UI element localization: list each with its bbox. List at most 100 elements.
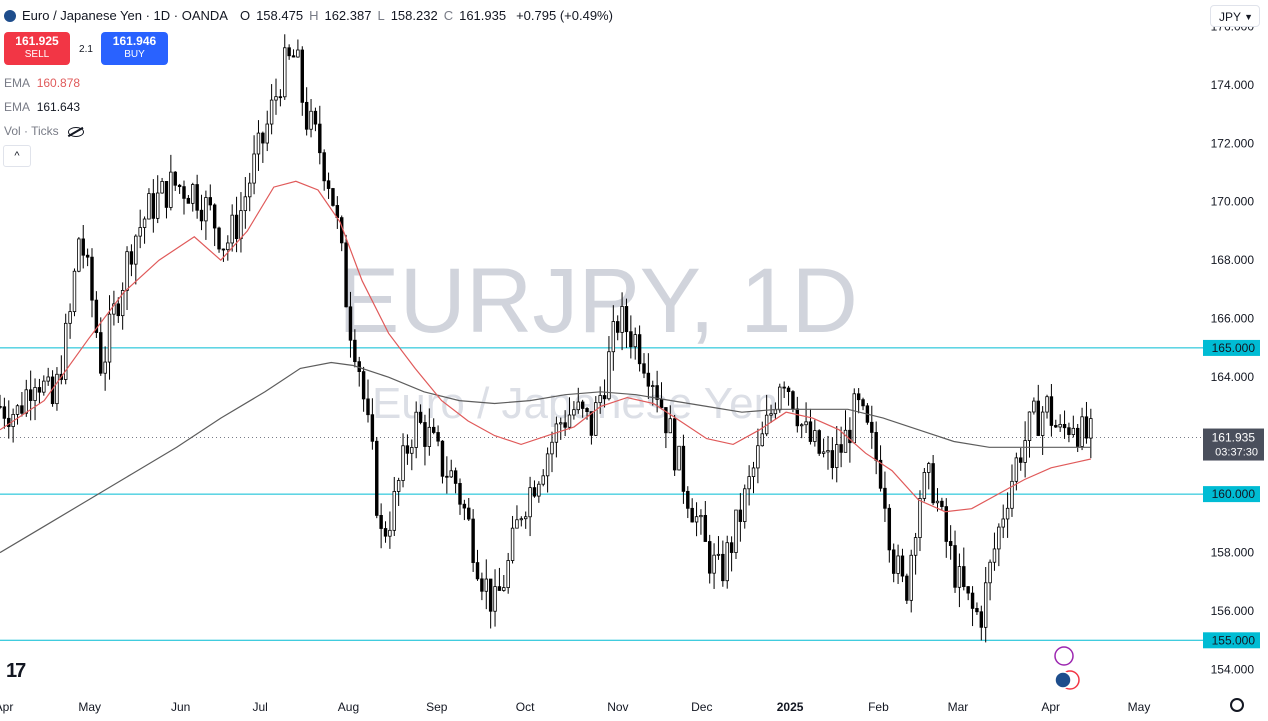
candle-body xyxy=(940,500,944,507)
candle-body xyxy=(944,506,948,542)
candle-body xyxy=(905,575,909,601)
candle-body xyxy=(835,444,839,468)
volume-legend[interactable]: Vol · Ticks xyxy=(4,124,85,138)
x-tick-label: Jul xyxy=(252,700,267,714)
y-tick-label: 158.000 xyxy=(1211,546,1255,560)
candle-body xyxy=(462,503,467,509)
candle-body xyxy=(791,391,795,410)
candle-body xyxy=(392,491,396,531)
candle-body xyxy=(795,408,800,427)
x-tick-label: Apr xyxy=(1041,700,1060,714)
y-tick-label: 174.000 xyxy=(1211,78,1255,92)
candle-body xyxy=(589,411,594,436)
flag-eu-icon[interactable] xyxy=(1054,671,1072,689)
candle-body xyxy=(690,507,694,523)
candle-body xyxy=(77,238,81,272)
symbol-title[interactable]: Euro / Japanese Yen · 1D · OANDA xyxy=(22,8,228,23)
flash-event-icon[interactable] xyxy=(1054,646,1074,666)
candle-body xyxy=(848,429,852,444)
candle-body xyxy=(769,413,773,416)
gear-icon[interactable] xyxy=(1230,698,1244,712)
candle-body xyxy=(449,470,453,478)
candle-body xyxy=(418,411,423,423)
collapse-legend-button[interactable]: ^ xyxy=(3,145,31,167)
candle-body xyxy=(891,549,896,574)
tradingview-logo[interactable]: 17 xyxy=(6,660,26,682)
sell-button[interactable]: 161.925 SELL xyxy=(4,32,70,65)
candle-body xyxy=(265,123,269,144)
ema-slow-legend[interactable]: EMA 161.643 xyxy=(4,100,80,114)
candle-body xyxy=(532,487,537,497)
candle-body xyxy=(46,376,50,382)
candle-body xyxy=(861,399,865,407)
candle-body xyxy=(813,430,817,442)
candle-body xyxy=(81,238,85,256)
candle-body xyxy=(1045,396,1049,413)
candle-body xyxy=(379,515,383,529)
globe-icon xyxy=(4,9,16,22)
volume-label: Vol · Ticks xyxy=(4,124,59,138)
candle-body xyxy=(164,181,169,208)
close-label: C xyxy=(443,8,454,23)
candle-body xyxy=(918,498,922,538)
x-tick-label: May xyxy=(1128,700,1151,714)
candle-body xyxy=(900,555,905,577)
x-tick-label: Feb xyxy=(868,700,889,714)
candle-body xyxy=(212,204,217,229)
candle-body xyxy=(405,445,410,454)
chevron-up-icon: ^ xyxy=(14,150,20,162)
candle-body xyxy=(817,430,821,454)
hidden-eye-icon[interactable] xyxy=(68,126,85,137)
candle-body xyxy=(756,445,760,469)
candle-body xyxy=(15,405,20,415)
candle-body xyxy=(217,227,221,250)
candle-body xyxy=(935,500,940,504)
x-tick-label: Jun xyxy=(171,700,190,714)
candle-body xyxy=(672,418,677,471)
candle-body xyxy=(686,490,690,509)
ema-fast-legend[interactable]: EMA 160.878 xyxy=(4,76,80,90)
candle-body xyxy=(230,214,234,244)
candle-body xyxy=(348,306,353,341)
candle-body xyxy=(129,251,134,265)
candle-body xyxy=(519,518,524,521)
candle-body xyxy=(116,303,120,317)
candle-body xyxy=(637,334,642,365)
candle-body xyxy=(191,184,195,204)
candle-body xyxy=(1084,416,1089,439)
buy-button[interactable]: 161.946 BUY xyxy=(101,32,168,65)
spread-value: 2.1 xyxy=(79,44,93,55)
candle-body xyxy=(839,444,843,453)
candle-body xyxy=(962,566,966,587)
candle-body xyxy=(427,426,432,447)
candle-body xyxy=(856,393,861,401)
candle-body xyxy=(155,192,160,219)
candle-body xyxy=(453,470,458,484)
candle-body xyxy=(563,422,567,428)
watermark-symbol: EURJPY, 1D xyxy=(338,250,858,352)
currency-selector[interactable]: JPY ▼ xyxy=(1210,5,1260,27)
candle-body xyxy=(344,242,348,308)
candle-body xyxy=(261,132,265,144)
candle-body xyxy=(782,386,786,389)
candle-body xyxy=(506,560,510,588)
candle-body xyxy=(68,311,72,324)
candle-body xyxy=(278,96,283,99)
candle-body xyxy=(177,184,182,188)
candle-body xyxy=(852,393,856,444)
candle-body xyxy=(966,586,970,594)
y-tick-label: 172.000 xyxy=(1211,136,1255,150)
hline-price-tag xyxy=(1203,486,1260,503)
candle-body xyxy=(602,395,607,400)
candle-body xyxy=(576,401,580,411)
candle-body xyxy=(63,322,68,380)
candle-body xyxy=(659,399,664,408)
candle-body xyxy=(396,480,401,492)
y-tick-label: 156.000 xyxy=(1211,604,1255,618)
sell-label: SELL xyxy=(24,49,50,60)
candle-body xyxy=(42,380,46,393)
candle-body xyxy=(436,432,440,442)
candle-body xyxy=(729,542,734,553)
